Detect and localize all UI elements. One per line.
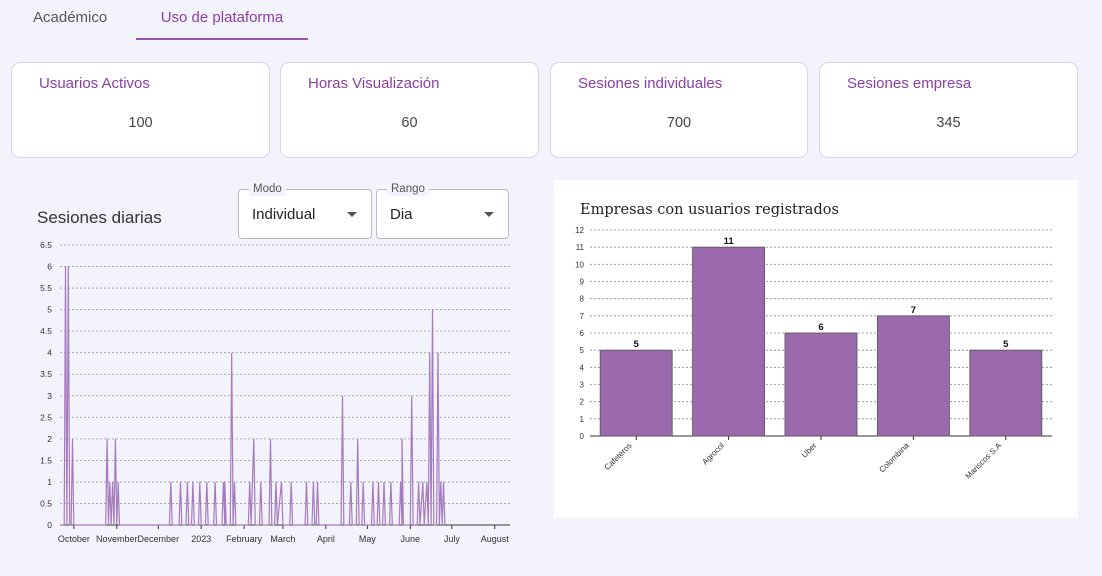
y-tick-label: 0 <box>47 520 52 530</box>
y-tick-label: 9 <box>580 278 585 287</box>
y-tick-label: 1 <box>47 477 52 487</box>
x-tick-label: February <box>226 534 263 544</box>
y-tick-label: 4 <box>580 363 585 372</box>
modo-select[interactable]: Modo Individual <box>238 182 372 239</box>
x-tick-label: Agrocol <box>700 441 726 467</box>
y-tick-label: 5.5 <box>40 283 52 293</box>
card-title: Sesiones individuales <box>578 75 723 92</box>
x-tick-label: Mariscos S.A <box>964 441 1004 481</box>
y-tick-label: 4.5 <box>40 326 52 336</box>
card-title: Usuarios Activos <box>39 75 150 92</box>
y-tick-label: 5 <box>580 346 585 355</box>
card-sesiones-empresa: Sesiones empresa 345 <box>819 62 1078 158</box>
y-tick-label: 12 <box>575 226 584 235</box>
bar <box>692 246 766 437</box>
bar <box>969 349 1043 437</box>
y-tick-label: 11 <box>576 243 585 252</box>
line-chart: 0 0.5 1 1.5 2 2.5 3 3.5 4 4.5 5 5.5 6 6.5 October Novem… <box>40 240 510 544</box>
y-tick-label: 3 <box>580 381 585 390</box>
y-tick-label: 2.5 <box>40 412 52 422</box>
x-tick-label: June <box>401 534 421 544</box>
bar-data-label: 7 <box>911 305 916 316</box>
y-tick-label: 4 <box>47 348 52 358</box>
x-tick-label: Colombina <box>877 441 911 475</box>
y-tick-label: 1 <box>580 415 585 424</box>
bar-data-label: 5 <box>1003 339 1009 350</box>
rango-label: Rango <box>387 182 429 196</box>
y-tick-label: 8 <box>580 295 585 304</box>
x-tick-label: Cafeteros <box>603 441 634 472</box>
x-tick-label: May <box>359 534 377 544</box>
y-tick-label: 0.5 <box>40 498 52 508</box>
card-title: Sesiones empresa <box>847 75 972 92</box>
card-value: 60 <box>401 115 418 131</box>
x-tick-label: November <box>96 534 138 544</box>
bar <box>599 349 673 437</box>
y-tick-label: 0 <box>580 432 585 441</box>
card-title: Horas Visualización <box>308 75 440 92</box>
chevron-down-icon <box>347 212 357 217</box>
tab-uso-de-plataforma[interactable]: Uso de plataforma <box>136 0 308 40</box>
y-tick-label: 5 <box>47 305 52 315</box>
tab-academico[interactable]: Académico <box>33 9 108 26</box>
x-tick-label: October <box>58 534 90 544</box>
series-line <box>60 266 446 526</box>
y-tick-label: 3 <box>47 391 52 401</box>
y-tick-label: 6.5 <box>40 240 52 250</box>
card-horas-visualizacion: Horas Visualización 60 <box>280 62 539 158</box>
bar-chart-title: Empresas con usuarios registrados <box>580 202 839 218</box>
y-tick-label: 7 <box>580 312 585 321</box>
card-usuarios-activos: Usuarios Activos 100 <box>11 62 270 158</box>
chevron-down-icon <box>484 212 494 217</box>
x-tick-label: Uber <box>800 441 819 460</box>
card-value: 345 <box>936 115 961 131</box>
y-tick-label: 10 <box>575 260 584 269</box>
bar-data-label: 11 <box>724 236 735 247</box>
x-tick-label: August <box>481 534 510 544</box>
card-value: 700 <box>666 115 692 131</box>
y-tick-label: 6 <box>580 329 585 338</box>
modo-value: Individual <box>252 206 316 223</box>
x-tick-label: April <box>317 534 335 544</box>
y-tick-label: 2 <box>47 434 52 444</box>
bar <box>876 315 950 437</box>
rango-value: Dia <box>390 206 413 223</box>
card-value: 100 <box>128 115 153 131</box>
x-tick-label: 2023 <box>191 534 211 544</box>
y-tick-label: 3.5 <box>40 369 52 379</box>
rango-select[interactable]: Rango Dia <box>376 182 509 239</box>
x-tick-label: March <box>270 534 295 544</box>
x-tick-label: July <box>444 534 461 544</box>
y-tick-label: 2 <box>580 398 585 407</box>
bar-chart: 01234567891011125Cafeteros11Agrocol6Uber… <box>575 226 1052 481</box>
tab-bar: Académico Uso de plataforma <box>0 0 1102 40</box>
modo-label: Modo <box>249 182 286 196</box>
y-tick-label: 6 <box>47 262 52 272</box>
x-tick-label: December <box>138 534 180 544</box>
bar-data-label: 5 <box>634 339 640 350</box>
bar-data-label: 6 <box>818 322 823 333</box>
bar <box>784 332 858 437</box>
y-tick-label: 1.5 <box>40 455 52 465</box>
line-chart-title: Sesiones diarias <box>37 208 162 227</box>
card-sesiones-individuales: Sesiones individuales 700 <box>550 62 808 158</box>
